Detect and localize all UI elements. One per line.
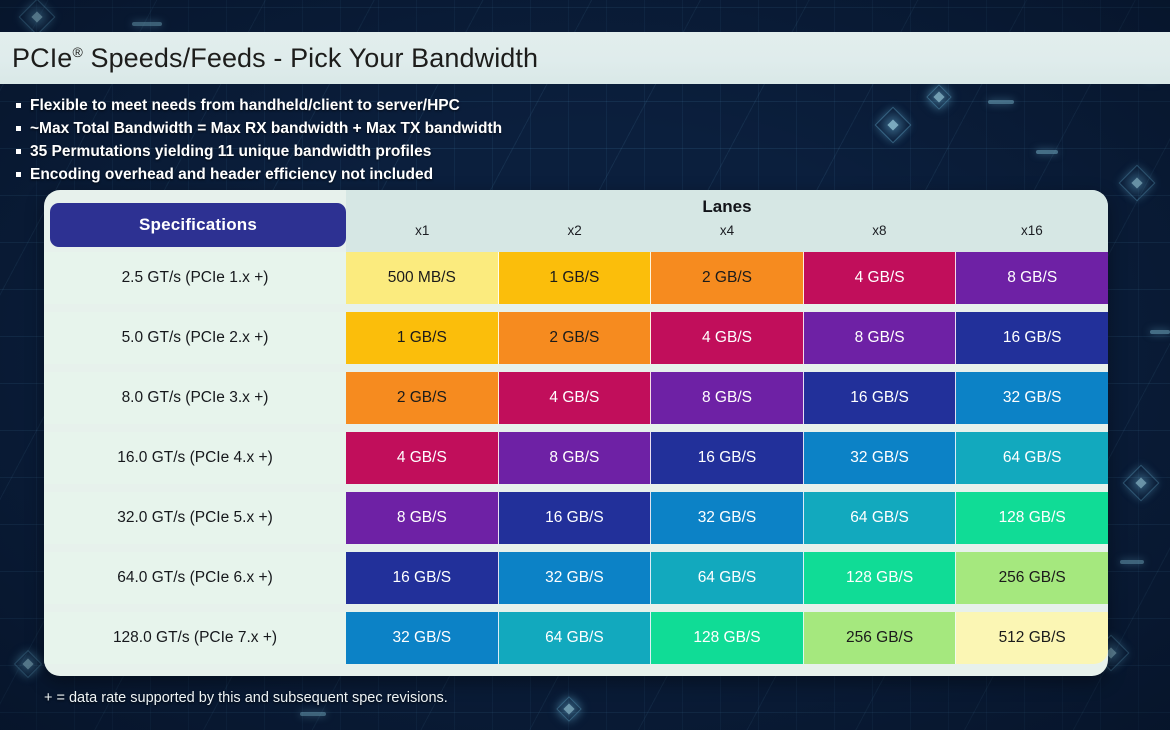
bullet-item: Flexible to meet needs from handheld/cli… (12, 97, 632, 114)
bullet-square-icon (16, 103, 21, 108)
bandwidth-cell: 32 GB/S (956, 372, 1108, 424)
footnote: + = data rate supported by this and subs… (44, 690, 448, 706)
spec-cell: 8.0 GT/s (PCIe 3.x +) (44, 372, 346, 424)
bandwidth-cell: 2 GB/S (651, 252, 804, 304)
table-row: 8.0 GT/s (PCIe 3.x +) 2 GB/S 4 GB/S 8 GB/S 1… (44, 372, 1108, 424)
bandwidth-cell: 16 GB/S (956, 312, 1108, 364)
bandwidth-table-panel: Lanes x1 x2 x4 x8 x16 Specifications 2.5… (44, 190, 1108, 676)
bullet-list: Flexible to meet needs from handheld/cli… (12, 97, 632, 189)
lanes-header: Lanes x1 x2 x4 x8 x16 (346, 190, 1108, 252)
bandwidth-cell: 128 GB/S (651, 612, 804, 664)
bandwidth-cells: 4 GB/S 8 GB/S 16 GB/S 32 GB/S 64 GB/S (346, 432, 1108, 484)
bandwidth-cell: 32 GB/S (498, 552, 652, 604)
bandwidth-cell: 128 GB/S (956, 492, 1108, 544)
lane-label-x2: x2 (567, 223, 582, 238)
page-title-prefix: PCIe (12, 42, 73, 73)
bandwidth-cell: 32 GB/S (803, 432, 957, 484)
bandwidth-cell: 8 GB/S (346, 492, 499, 544)
spec-cell: 128.0 GT/s (PCIe 7.x +) (44, 612, 346, 664)
bandwidth-cells: 16 GB/S 32 GB/S 64 GB/S 128 GB/S 256 GB/S (346, 552, 1108, 604)
bandwidth-cell: 256 GB/S (803, 612, 957, 664)
bandwidth-cell: 8 GB/S (803, 312, 957, 364)
bandwidth-cell: 64 GB/S (956, 432, 1108, 484)
bullet-text: Flexible to meet needs from handheld/cli… (30, 97, 460, 114)
bandwidth-table: Lanes x1 x2 x4 x8 x16 Specifications 2.5… (44, 190, 1108, 676)
bandwidth-cell: 16 GB/S (803, 372, 957, 424)
lane-label-x16: x16 (1020, 223, 1043, 238)
table-row: 128.0 GT/s (PCIe 7.x +) 32 GB/S 64 GB/S 128… (44, 612, 1108, 664)
registered-mark-icon: ® (72, 43, 83, 60)
bullet-text: Encoding overhead and header efficiency … (30, 166, 434, 183)
bandwidth-cell: 128 GB/S (803, 552, 957, 604)
table-row: 64.0 GT/s (PCIe 6.x +) 16 GB/S 32 GB/S 64 G… (44, 552, 1108, 604)
spec-cell: 64.0 GT/s (PCIe 6.x +) (44, 552, 346, 604)
bandwidth-cell: 1 GB/S (498, 252, 652, 304)
lane-label-x1: x1 (415, 223, 430, 238)
bullet-item: Encoding overhead and header efficiency … (12, 166, 632, 183)
bandwidth-cell: 16 GB/S (498, 492, 652, 544)
bullet-text: 35 Permutations yielding 11 unique bandw… (30, 143, 432, 160)
bandwidth-cell: 64 GB/S (498, 612, 652, 664)
bandwidth-cells: 500 MB/S 1 GB/S 2 GB/S 4 GB/S 8 GB/S (346, 252, 1108, 304)
bandwidth-cells: 8 GB/S 16 GB/S 32 GB/S 64 GB/S 128 GB/S (346, 492, 1108, 544)
bandwidth-cell: 500 MB/S (346, 252, 499, 304)
page-title-rest: Speeds/Feeds - Pick Your Bandwidth (82, 42, 539, 73)
bullet-square-icon (16, 172, 21, 177)
bandwidth-cell: 2 GB/S (346, 372, 499, 424)
lane-label-x4: x4 (719, 223, 735, 238)
bandwidth-cell: 4 GB/S (498, 372, 652, 424)
bandwidth-cell: 8 GB/S (956, 252, 1108, 304)
spec-cell: 16.0 GT/s (PCIe 4.x +) (44, 432, 346, 484)
bandwidth-cells: 2 GB/S 4 GB/S 8 GB/S 16 GB/S 32 GB/S (346, 372, 1108, 424)
bandwidth-cell: 4 GB/S (651, 312, 804, 364)
bandwidth-cell: 32 GB/S (651, 492, 804, 544)
bandwidth-cell: 4 GB/S (803, 252, 957, 304)
table-row: 16.0 GT/s (PCIe 4.x +) 4 GB/S 8 GB/S 16 GB/… (44, 432, 1108, 484)
bandwidth-cell: 8 GB/S (651, 372, 804, 424)
bandwidth-cell: 512 GB/S (956, 612, 1108, 664)
bullet-square-icon (16, 126, 21, 131)
spec-cell: 2.5 GT/s (PCIe 1.x +) (44, 252, 346, 304)
lane-label-row: x1 x2 x4 x8 x16 (346, 223, 1108, 238)
table-row: 2.5 GT/s (PCIe 1.x +) 500 MB/S 1 GB/S 2 GB/… (44, 252, 1108, 304)
spec-cell: 32.0 GT/s (PCIe 5.x +) (44, 492, 346, 544)
table-row: 32.0 GT/s (PCIe 5.x +) 8 GB/S 16 GB/S 32 GB… (44, 492, 1108, 544)
page-title: PCIe® Speeds/Feeds - Pick Your Bandwidth (0, 43, 538, 74)
table-row: 5.0 GT/s (PCIe 2.x +) 1 GB/S 2 GB/S 4 GB/S 8… (44, 312, 1108, 364)
bullet-item: ~Max Total Bandwidth = Max RX bandwidth … (12, 120, 632, 137)
lanes-header-label: Lanes (702, 197, 752, 216)
bullet-text: ~Max Total Bandwidth = Max RX bandwidth … (30, 120, 503, 137)
bandwidth-cells: 1 GB/S 2 GB/S 4 GB/S 8 GB/S 16 GB/S (346, 312, 1108, 364)
bullet-square-icon (16, 149, 21, 154)
spec-cell: 5.0 GT/s (PCIe 2.x +) (44, 312, 346, 364)
bandwidth-cell: 16 GB/S (651, 432, 804, 484)
bandwidth-cell: 1 GB/S (346, 312, 499, 364)
bandwidth-cell: 16 GB/S (346, 552, 499, 604)
bullet-item: 35 Permutations yielding 11 unique bandw… (12, 143, 632, 160)
bandwidth-cell: 64 GB/S (803, 492, 957, 544)
table-body: 2.5 GT/s (PCIe 1.x +) 500 MB/S 1 GB/S 2 GB/… (44, 252, 1108, 664)
bandwidth-cells: 32 GB/S 64 GB/S 128 GB/S 256 GB/S 512 GB/S (346, 612, 1108, 664)
bandwidth-cell: 2 GB/S (498, 312, 652, 364)
specifications-header: Specifications (50, 203, 346, 247)
bandwidth-cell: 8 GB/S (498, 432, 652, 484)
lane-label-x8: x8 (872, 223, 887, 238)
bandwidth-cell: 4 GB/S (346, 432, 499, 484)
bandwidth-cell: 64 GB/S (651, 552, 804, 604)
title-band: PCIe® Speeds/Feeds - Pick Your Bandwidth (0, 32, 1170, 84)
bandwidth-cell: 32 GB/S (346, 612, 499, 664)
bandwidth-cell: 256 GB/S (956, 552, 1108, 604)
